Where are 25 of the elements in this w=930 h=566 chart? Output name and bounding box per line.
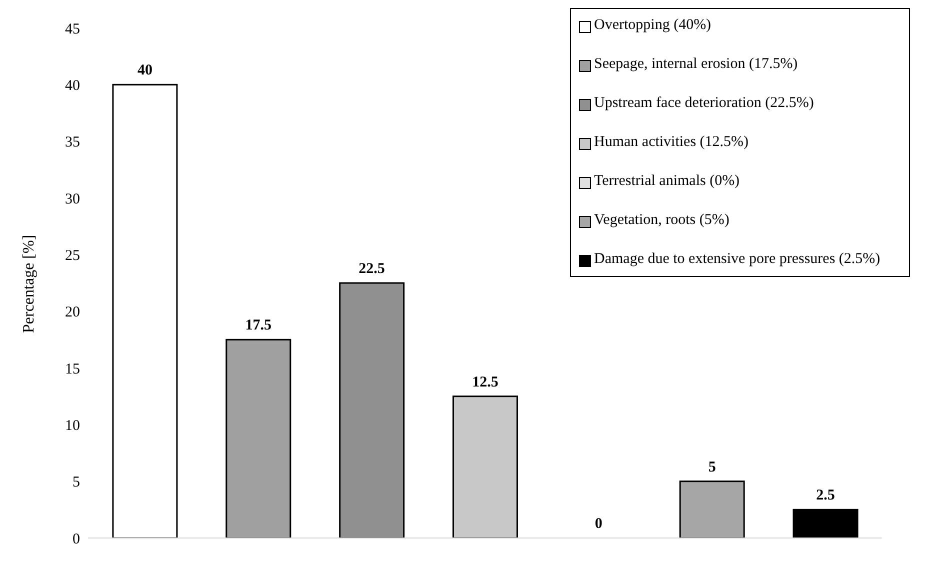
legend-label: Human activities (12.5%) — [594, 134, 749, 151]
y-tick-label: 15 — [65, 361, 80, 378]
legend-label: Upstream face deterioration (22.5%) — [594, 95, 814, 112]
data-label: 22.5 — [358, 261, 385, 277]
y-tick-label: 5 — [72, 474, 80, 491]
data-label: 0 — [594, 516, 602, 532]
legend-label: Damage due to extensive pore pressures (2.5%) — [594, 251, 880, 268]
y-tick-label: 30 — [65, 191, 80, 208]
legend-label: Seepage, internal erosion (17.5%) — [594, 56, 798, 73]
data-label: 2.5 — [816, 488, 835, 504]
data-label: 17.5 — [245, 318, 272, 334]
y-tick-label: 25 — [65, 248, 80, 264]
legend-label: Vegetation, roots (5%) — [594, 212, 730, 229]
legend-label: Overtopping (40%) — [594, 17, 712, 34]
y-tick-label: 40 — [65, 78, 80, 94]
data-label: 40 — [137, 62, 152, 79]
y-axis-title: Percentage [%] — [20, 234, 38, 333]
y-tick-label: 45 — [65, 21, 80, 38]
y-tick-label: 0 — [72, 531, 80, 548]
legend-label: Terrestrial animals (0%) — [594, 173, 740, 190]
y-tick-label: 20 — [65, 304, 80, 321]
data-label: 5 — [708, 459, 716, 476]
data-label: 12.5 — [472, 374, 498, 390]
y-tick-label: 35 — [65, 134, 80, 151]
y-tick-label: 10 — [65, 418, 80, 434]
